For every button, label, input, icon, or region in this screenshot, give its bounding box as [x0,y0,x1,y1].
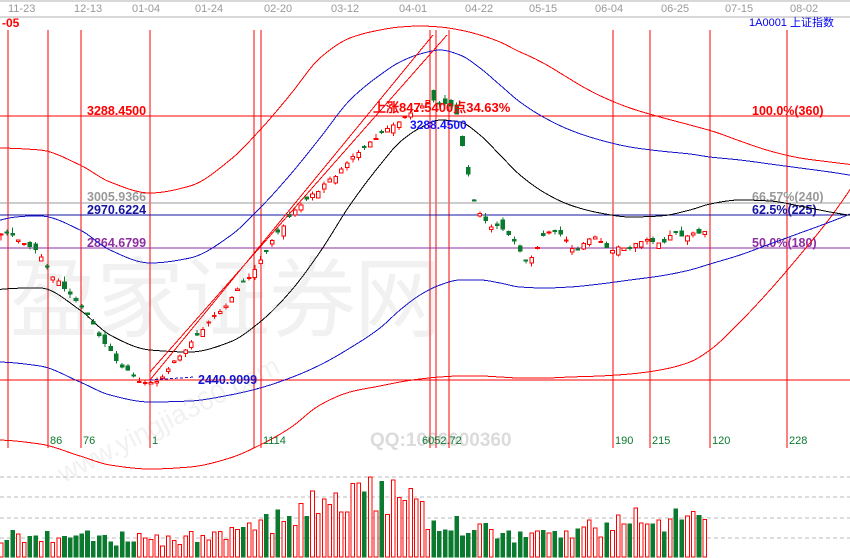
svg-text:01-24: 01-24 [195,3,223,15]
svg-text:50.0%(180): 50.0%(180) [752,236,817,250]
svg-text:215: 215 [652,435,670,447]
svg-text:06-25: 06-25 [661,3,689,15]
svg-text:06-04: 06-04 [595,3,623,15]
svg-text:62.5%(225): 62.5%(225) [752,203,817,217]
svg-text:6052.72: 6052.72 [422,435,462,447]
svg-text:1: 1 [152,435,158,447]
svg-text:86: 86 [50,435,62,447]
svg-text:1A0001 上证指数: 1A0001 上证指数 [749,15,834,29]
svg-text:01-04: 01-04 [132,3,160,15]
svg-text:76: 76 [83,435,95,447]
svg-text:1114: 1114 [263,435,286,447]
svg-text:05-15: 05-15 [529,3,557,15]
svg-text:2970.6224: 2970.6224 [87,203,146,217]
svg-text:07-15: 07-15 [725,3,753,15]
svg-text:04-01: 04-01 [399,3,427,15]
svg-text:3288.4500: 3288.4500 [87,104,146,118]
svg-text:100.0%(360): 100.0%(360) [752,104,824,118]
svg-text:228: 228 [789,435,807,447]
svg-text:12-13: 12-13 [74,3,102,15]
svg-text:02-20: 02-20 [264,3,292,15]
svg-text:盈家证券网: 盈家证券网 [10,250,440,349]
svg-text:08-02: 08-02 [790,3,818,15]
svg-text:-05: -05 [2,16,20,30]
svg-text:04-22: 04-22 [465,3,493,15]
svg-text:3288.4500: 3288.4500 [410,118,467,132]
svg-text:03-12: 03-12 [331,3,359,15]
svg-text:2864.6799: 2864.6799 [87,236,146,250]
svg-text:3005.9366: 3005.9366 [87,190,146,204]
svg-text:120: 120 [712,435,730,447]
svg-text:上涨847.5400点34.63%: 上涨847.5400点34.63% [373,100,511,115]
svg-text:66.57%(240): 66.57%(240) [752,190,824,204]
svg-text:190: 190 [615,435,633,447]
svg-text:11-23: 11-23 [8,3,35,15]
